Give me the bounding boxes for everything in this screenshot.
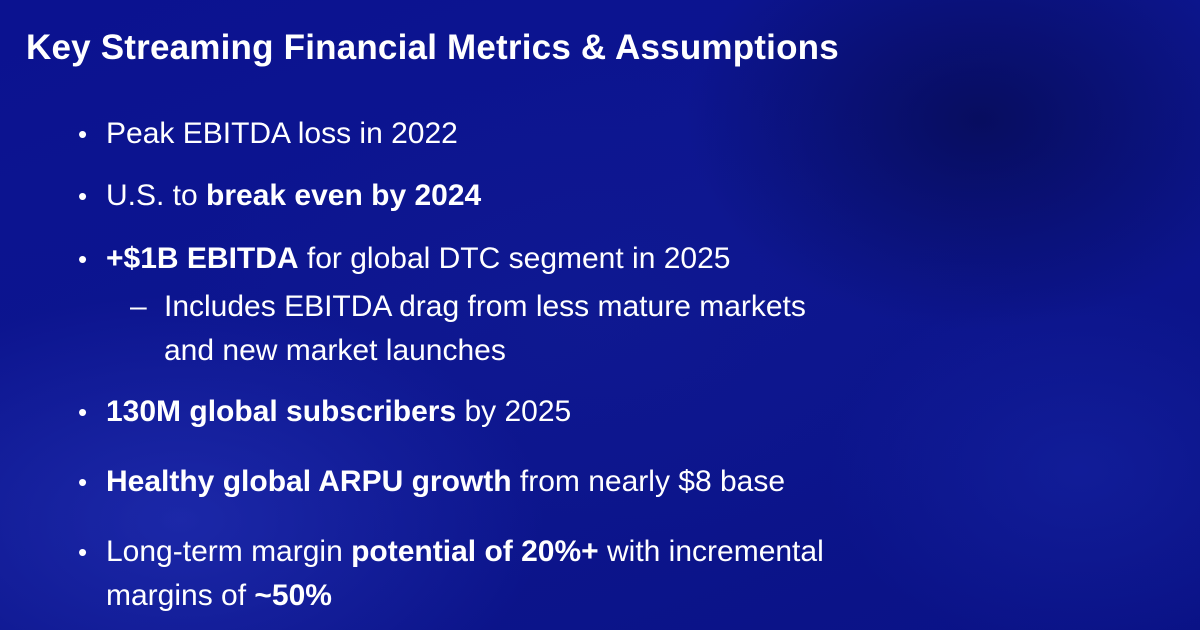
sub-bullet-line: and new market launches [164, 334, 506, 367]
bullet-text: by 2025 [456, 395, 572, 428]
bullet-text-bold: break even by 2024 [206, 179, 482, 212]
bullet-text: Long-term margin [106, 535, 352, 568]
bullet-text: from nearly $8 base [511, 465, 786, 498]
slide-title: Key Streaming Financial Metrics & Assump… [26, 28, 839, 67]
bullet-marker: • [78, 181, 88, 211]
sub-bullet-marker: – [130, 290, 147, 323]
bullet-text-bold: ~50% [254, 579, 332, 612]
bullet-marker: • [78, 119, 88, 149]
bullet-item-us-break-even: • U.S. to break even by 2024 [78, 174, 481, 218]
bullet-marker: • [78, 397, 88, 427]
bullet-text: for global DTC segment in 2025 [298, 242, 731, 275]
bullet-item-peak-ebitda-loss: • Peak EBITDA loss in 2022 [78, 112, 458, 156]
bullet-text-bold: potential of 20%+ [351, 535, 599, 568]
bullet-text: Peak EBITDA loss in 2022 [106, 117, 458, 150]
sub-bullet-line: Includes EBITDA drag from less mature ma… [164, 290, 806, 323]
bullet-marker: • [78, 467, 88, 497]
bullet-text: U.S. to [106, 179, 207, 212]
bullet-marker: • [78, 244, 88, 274]
bullet-text: margins of [106, 579, 255, 612]
bullet-text-bold: +$1B EBITDA [106, 242, 299, 275]
bullet-text-bold: 130M global subscribers [106, 395, 457, 428]
bullet-item-long-term-margin: • Long-term margin potential of 20%+ with… [78, 530, 824, 618]
sub-bullet-ebitda-drag: – Includes EBITDA drag from less mature m… [130, 285, 806, 373]
bullet-item-dtc-ebitda: • +$1B EBITDA for global DTC segment in 2… [78, 237, 730, 281]
bullet-marker: • [78, 537, 88, 567]
bullet-item-arpu-growth: • Healthy global ARPU growth from nearly … [78, 460, 785, 504]
bullet-item-global-subscribers: • 130M global subscribers by 2025 [78, 390, 571, 434]
bullet-text: with incremental [598, 535, 824, 568]
bullet-text-bold: Healthy global ARPU growth [106, 465, 512, 498]
